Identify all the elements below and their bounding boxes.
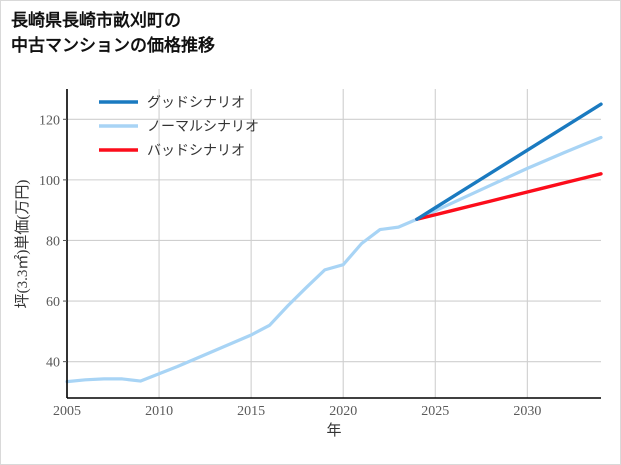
x-tick-labels: 2005 2010 2015 2020 2025 2030 (53, 404, 541, 419)
series-line-normal (65, 135, 603, 384)
legend-label: ノーマルシナリオ (147, 120, 259, 135)
x-tick-label: 2015 (237, 404, 265, 419)
page-title: 長崎県長崎市畝刈町の 中古マンションの価格推移 (11, 11, 215, 55)
x-tick-label: 2025 (421, 404, 449, 419)
grid-lines (66, 89, 601, 398)
legend-label: グッドシナリオ (147, 95, 245, 111)
y-tick-label: 100 (39, 174, 60, 189)
y-tick-label: 80 (46, 234, 60, 249)
series-lines (65, 102, 603, 384)
y-tick-labels: 40 60 80 100 120 (39, 113, 67, 371)
series-line-good (415, 102, 603, 221)
x-tick-label: 2010 (145, 404, 173, 419)
series-line-bad (415, 172, 603, 221)
x-axis-title: 年 (326, 422, 341, 439)
y-tick-label: 60 (46, 295, 60, 310)
x-tick-label: 2020 (329, 404, 357, 419)
x-tick-label: 2030 (513, 404, 541, 419)
y-tick-label: 40 (46, 356, 60, 371)
y-axis-title: 坪(3.3㎡)単価(万円) (14, 180, 31, 309)
legend-label: バッドシナリオ (147, 144, 245, 159)
axis-lines (66, 89, 601, 399)
y-axis-title-text: 坪(3.3㎡)単価(万円) (14, 180, 31, 309)
y-tick-label: 120 (39, 113, 60, 128)
x-tick-label: 2005 (53, 404, 81, 419)
